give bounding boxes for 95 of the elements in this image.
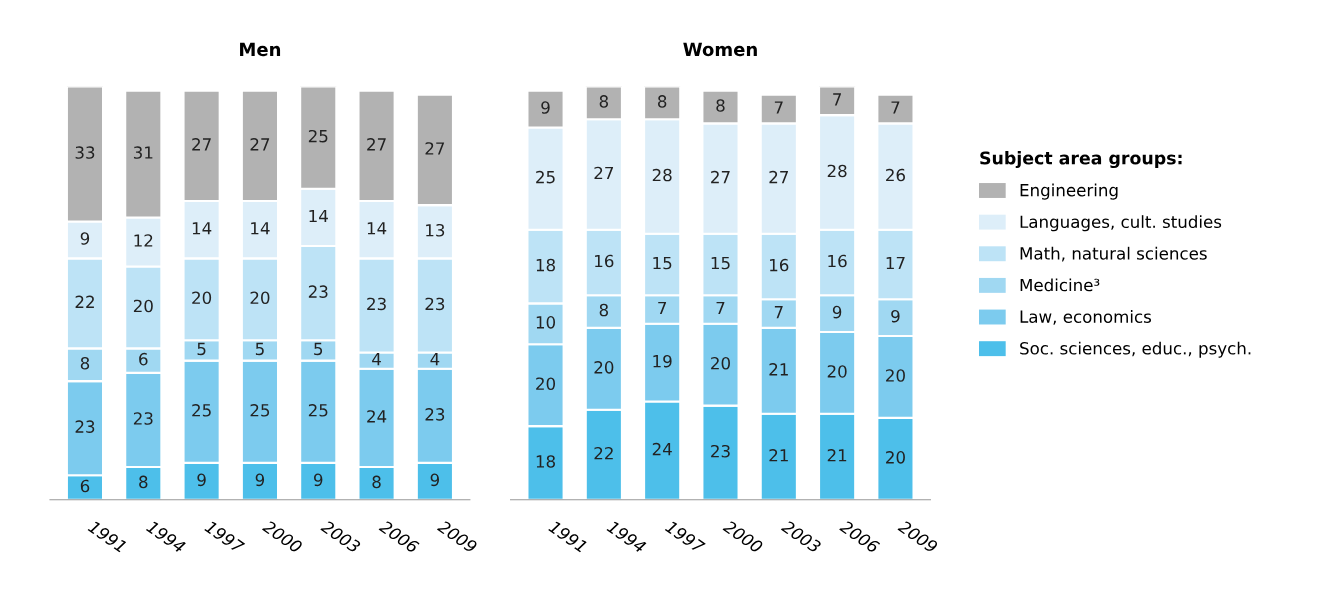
data-label: 14 — [192, 222, 212, 235]
data-label: 23 — [425, 408, 445, 421]
data-label: 19 — [653, 354, 672, 368]
x-tick-label: 1997 — [204, 519, 246, 554]
data-label: 14 — [309, 209, 328, 223]
data-label: 4 — [430, 353, 440, 366]
data-label: 22 — [75, 295, 94, 308]
data-label: 8 — [716, 99, 725, 112]
data-label: 5 — [255, 342, 264, 356]
data-label: 20 — [886, 451, 905, 464]
data-label: 8 — [372, 475, 381, 489]
data-label: 25 — [192, 404, 211, 417]
data-label: 23 — [308, 285, 328, 298]
data-label: 24 — [652, 442, 672, 456]
data-label: 8 — [80, 356, 90, 370]
data-label: 23 — [711, 444, 730, 458]
data-label: 15 — [711, 256, 730, 270]
data-label: 27 — [769, 170, 788, 184]
data-label: 20 — [250, 291, 270, 305]
data-label: 6 — [80, 479, 90, 493]
data-label: 10 — [536, 316, 556, 329]
data-label: 9 — [255, 473, 265, 487]
data-label: 25 — [308, 404, 328, 417]
chart-title: Women — [683, 42, 757, 57]
legend-label: Medicine³ — [1020, 278, 1100, 292]
data-label: 20 — [711, 356, 730, 370]
data-label: 14 — [251, 222, 270, 235]
data-label: 5 — [197, 342, 206, 356]
data-label: 5 — [314, 342, 323, 356]
data-label: 31 — [133, 146, 153, 159]
data-label: 28 — [652, 168, 672, 182]
data-label: 4 — [372, 353, 381, 366]
data-label: 25 — [250, 404, 270, 417]
data-label: 13 — [426, 223, 445, 237]
legend-title: Subject area groups: — [980, 151, 1182, 169]
data-label: 20 — [827, 365, 847, 378]
legend-label: Languages, cult. studies — [1020, 215, 1222, 232]
data-label: 23 — [425, 297, 445, 311]
data-label: 20 — [133, 299, 153, 313]
data-label: 8 — [599, 303, 609, 317]
data-label: 9 — [80, 232, 90, 245]
data-label: 12 — [134, 234, 153, 247]
data-label: 27 — [192, 138, 211, 151]
data-label: 7 — [716, 301, 725, 315]
data-label: 9 — [541, 101, 550, 114]
data-label: 9 — [197, 473, 206, 487]
data-label: 6 — [139, 352, 148, 366]
x-tick-label: 1997 — [664, 519, 706, 554]
data-label: 7 — [774, 306, 783, 319]
data-label: 27 — [425, 142, 445, 155]
data-label: 22 — [594, 446, 613, 460]
data-label: 18 — [536, 258, 555, 272]
data-label: 8 — [139, 475, 148, 489]
data-label: 23 — [75, 420, 95, 433]
data-label: 27 — [367, 138, 386, 151]
data-label: 14 — [367, 222, 387, 235]
data-label: 23 — [133, 412, 153, 425]
data-label: 21 — [769, 449, 788, 462]
data-label: 33 — [75, 146, 95, 159]
data-label: 7 — [658, 301, 667, 315]
data-label: 21 — [769, 363, 788, 376]
data-label: 9 — [832, 305, 842, 319]
data-label: 9 — [314, 473, 323, 487]
data-label: 9 — [891, 309, 900, 323]
legend-label: Soc. sciences, educ., psych. — [1020, 341, 1251, 358]
data-label: 26 — [886, 168, 905, 182]
chart-title: Men — [240, 42, 281, 57]
data-label: 7 — [891, 101, 900, 114]
data-label: 27 — [594, 166, 614, 180]
data-label: 25 — [536, 170, 555, 184]
data-label: 16 — [595, 254, 614, 268]
legend-label: Engineering — [1020, 183, 1118, 200]
data-label: 15 — [653, 256, 672, 270]
legend-label: Law, economics — [1020, 310, 1152, 325]
data-label: 28 — [827, 164, 847, 178]
data-label: 27 — [711, 170, 730, 184]
data-label: 20 — [536, 377, 556, 391]
data-label: 18 — [536, 455, 555, 468]
legend-label: Math, natural sciences — [1020, 246, 1207, 262]
data-label: 17 — [886, 256, 905, 270]
data-label: 25 — [308, 129, 328, 143]
data-label: 27 — [250, 138, 270, 151]
data-label: 24 — [367, 410, 387, 423]
data-label: 8 — [658, 95, 667, 108]
data-label: 16 — [828, 254, 847, 268]
data-label: 20 — [192, 291, 212, 305]
data-label: 7 — [833, 93, 841, 106]
data-label: 20 — [886, 369, 905, 382]
data-label: 9 — [430, 473, 440, 487]
data-label: 20 — [594, 361, 614, 374]
data-label: 16 — [770, 258, 789, 272]
data-label: 21 — [827, 449, 847, 462]
data-label: 23 — [367, 297, 386, 311]
data-label: 8 — [599, 95, 609, 108]
data-label: 7 — [774, 101, 783, 114]
